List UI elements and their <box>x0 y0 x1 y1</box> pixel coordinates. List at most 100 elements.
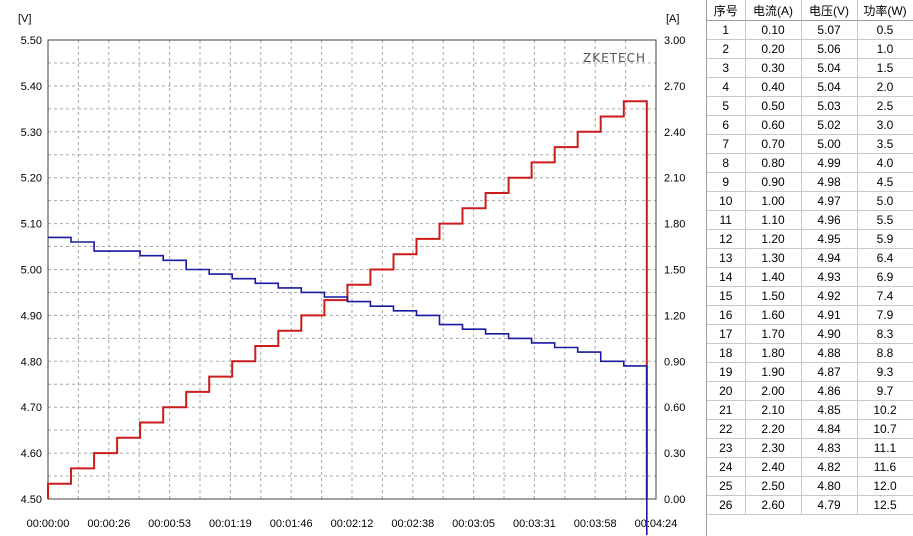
right-axis-unit: [A] <box>666 13 679 25</box>
cell-current: 0.10 <box>745 20 802 40</box>
cell-power: 3.0 <box>857 115 913 135</box>
table-row: 13 1.30 4.94 6.4 <box>707 248 913 268</box>
table-row: 19 1.90 4.87 9.3 <box>707 362 913 382</box>
y-right-tick-label: 0.00 <box>664 494 685 506</box>
cell-index: 16 <box>707 305 746 325</box>
cell-power: 8.8 <box>857 343 913 363</box>
chart-canvas: 5.50 5.40 5.30 5.20 5.10 5.00 4.90 4.80 4.70 4.60… <box>18 13 685 535</box>
table-row: 15 1.50 4.92 7.4 <box>707 286 913 306</box>
cell-power: 4.0 <box>857 153 913 173</box>
cell-index: 3 <box>707 58 746 78</box>
x-tick-label: 00:02:12 <box>331 518 374 530</box>
cell-index: 23 <box>707 438 746 458</box>
cell-voltage: 4.85 <box>801 400 858 420</box>
cell-voltage: 4.97 <box>801 191 858 211</box>
table-row: 20 2.00 4.86 9.7 <box>707 381 913 401</box>
cell-voltage: 4.95 <box>801 229 858 249</box>
y-right-tick-label: 1.20 <box>664 310 685 322</box>
cell-voltage: 5.06 <box>801 39 858 59</box>
table-row: 12 1.20 4.95 5.9 <box>707 229 913 249</box>
cell-power: 11.6 <box>857 457 913 477</box>
cell-voltage: 4.90 <box>801 324 858 344</box>
header-voltage: 电压(V) <box>801 0 858 21</box>
cell-power: 9.7 <box>857 381 913 401</box>
cell-current: 1.60 <box>745 305 802 325</box>
cell-current: 0.50 <box>745 96 802 116</box>
cell-voltage: 5.04 <box>801 77 858 97</box>
table-row: 10 1.00 4.97 5.0 <box>707 191 913 211</box>
header-index: 序号 <box>707 0 746 21</box>
table-row: 26 2.60 4.79 12.5 <box>707 495 913 515</box>
y-right-tick-label: 0.90 <box>664 356 685 368</box>
cell-voltage: 5.07 <box>801 20 858 40</box>
table-row: 21 2.10 4.85 10.2 <box>707 400 913 420</box>
y-left-tick-label: 4.80 <box>21 356 42 368</box>
table-row: 23 2.30 4.83 11.1 <box>707 438 913 458</box>
x-tick-label: 00:00:00 <box>27 518 70 530</box>
table-row: 6 0.60 5.02 3.0 <box>707 115 913 135</box>
x-tick-label: 00:03:58 <box>574 518 617 530</box>
cell-voltage: 5.02 <box>801 115 858 135</box>
cell-voltage: 4.91 <box>801 305 858 325</box>
current-series-line <box>47 100 648 499</box>
x-tick-label: 00:02:38 <box>391 518 434 530</box>
header-power: 功率(W) <box>857 0 913 21</box>
y-left-tick-label: 5.00 <box>21 265 42 277</box>
cell-power: 7.4 <box>857 286 913 306</box>
cell-index: 7 <box>707 134 746 154</box>
cell-voltage: 5.00 <box>801 134 858 154</box>
cell-index: 25 <box>707 476 746 496</box>
x-tick-label: 00:03:31 <box>513 518 556 530</box>
cell-voltage: 4.87 <box>801 362 858 382</box>
cell-voltage: 5.04 <box>801 58 858 78</box>
cell-power: 7.9 <box>857 305 913 325</box>
y-left-tick-label: 4.90 <box>21 310 42 322</box>
table-header-row: 序号 电流(A) 电压(V) 功率(W) <box>707 0 913 21</box>
data-table-panel: 序号 电流(A) 电压(V) 功率(W) 1 0.10 5.07 0.5 2 0.20 5.… <box>706 0 913 536</box>
table-row: 8 0.80 4.99 4.0 <box>707 153 913 173</box>
table-row: 7 0.70 5.00 3.5 <box>707 134 913 154</box>
cell-index: 9 <box>707 172 746 192</box>
cell-index: 21 <box>707 400 746 420</box>
left-axis-unit: [V] <box>18 13 31 25</box>
cell-current: 1.70 <box>745 324 802 344</box>
y-right-tick-label: 2.70 <box>664 81 685 93</box>
table-row: 17 1.70 4.90 8.3 <box>707 324 913 344</box>
table-row: 14 1.40 4.93 6.9 <box>707 267 913 287</box>
cell-voltage: 4.88 <box>801 343 858 363</box>
y-left-tick-label: 5.50 <box>21 35 42 47</box>
y-right-tick-label: 2.10 <box>664 173 685 185</box>
cell-current: 1.00 <box>745 191 802 211</box>
cell-index: 6 <box>707 115 746 135</box>
cell-current: 1.40 <box>745 267 802 287</box>
x-tick-label: 00:01:19 <box>209 518 252 530</box>
cell-power: 8.3 <box>857 324 913 344</box>
cell-power: 4.5 <box>857 172 913 192</box>
cell-index: 22 <box>707 419 746 439</box>
cell-power: 10.2 <box>857 400 913 420</box>
cell-index: 18 <box>707 343 746 363</box>
cell-power: 0.5 <box>857 20 913 40</box>
y-left-tick-label: 5.20 <box>21 173 42 185</box>
cell-current: 0.30 <box>745 58 802 78</box>
x-tick-label: 00:04:24 <box>635 518 678 530</box>
cell-power: 11.1 <box>857 438 913 458</box>
plot-frame <box>47 39 657 500</box>
cell-current: 1.80 <box>745 343 802 363</box>
cell-current: 2.40 <box>745 457 802 477</box>
table-row: 1 0.10 5.07 0.5 <box>707 20 913 40</box>
cell-power: 1.5 <box>857 58 913 78</box>
table-row: 22 2.20 4.84 10.7 <box>707 419 913 439</box>
cell-current: 1.50 <box>745 286 802 306</box>
cell-power: 12.5 <box>857 495 913 515</box>
y-right-tick-label: 0.60 <box>664 402 685 414</box>
cell-index: 15 <box>707 286 746 306</box>
cell-index: 4 <box>707 77 746 97</box>
cell-voltage: 4.80 <box>801 476 858 496</box>
cell-current: 0.60 <box>745 115 802 135</box>
x-tick-label: 00:01:46 <box>270 518 313 530</box>
cell-index: 26 <box>707 495 746 515</box>
cell-current: 1.90 <box>745 362 802 382</box>
cell-index: 11 <box>707 210 746 230</box>
table-row: 18 1.80 4.88 8.8 <box>707 343 913 363</box>
